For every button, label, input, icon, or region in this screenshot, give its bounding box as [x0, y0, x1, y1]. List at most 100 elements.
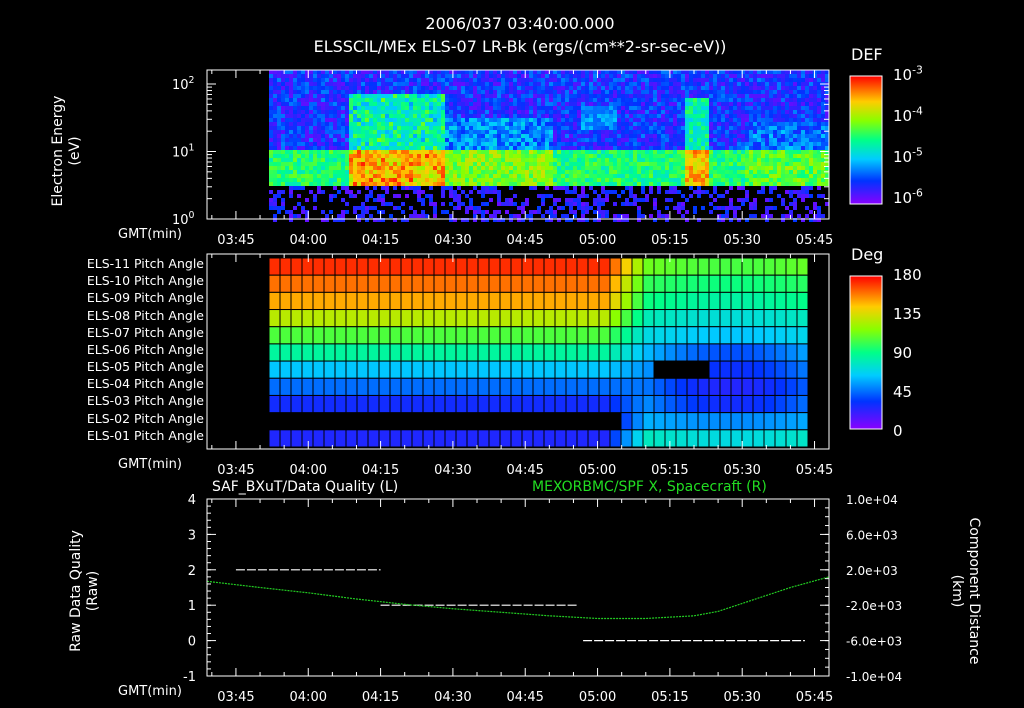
pitch-cell: [510, 429, 523, 448]
spectrogram-cell: [429, 174, 433, 178]
spectrogram-cell: [689, 170, 693, 174]
spectrogram-cell: [621, 170, 625, 174]
spectrogram-cell: [349, 106, 353, 110]
spectrogram-cell: [689, 154, 693, 158]
spectrogram-cell: [413, 130, 417, 134]
spectrogram-cell: [401, 210, 405, 214]
pitch-cell: [532, 291, 545, 311]
pitch-cell: [543, 429, 556, 448]
spectrogram-cell: [705, 170, 709, 174]
spectrogram-cell: [725, 146, 729, 150]
spectrogram-cell: [409, 102, 413, 106]
spectrogram-cell: [785, 94, 789, 98]
spectrogram-cell: [381, 202, 385, 206]
spectrogram-cell: [593, 90, 597, 94]
spectrogram-cell: [373, 158, 377, 162]
spectrogram-cell: [633, 106, 637, 110]
spectrogram-cell: [793, 114, 797, 118]
spectrogram-cell: [557, 178, 561, 182]
spectrogram-cell: [729, 186, 733, 190]
spectrogram-cell: [433, 126, 437, 130]
spectrogram-cell: [273, 130, 277, 134]
spectrogram-cell: [721, 142, 725, 146]
spectrogram-cell: [773, 158, 777, 162]
spectrogram-cell: [341, 122, 345, 126]
pitch-cell: [312, 257, 325, 276]
pitch-cell: [356, 343, 369, 362]
spectrogram-cell: [537, 182, 541, 186]
spectrogram-cell: [697, 98, 701, 102]
spectrogram-cell: [673, 206, 677, 210]
spectrogram-cell: [457, 134, 461, 138]
spectrogram-cell: [821, 182, 825, 186]
spectrogram-cell: [545, 210, 549, 214]
spectrogram-cell: [761, 78, 765, 82]
spectrogram-cell: [417, 166, 421, 170]
spectrogram-cell: [749, 82, 753, 86]
spectrogram-cell: [485, 166, 489, 170]
spectrogram-cell: [473, 162, 477, 166]
spectrogram-cell: [593, 162, 597, 166]
spectrogram-cell: [293, 126, 297, 130]
spectrogram-cell: [641, 134, 645, 138]
spectrogram-cell: [525, 102, 529, 106]
spectrogram-cell: [777, 106, 781, 110]
spectrogram-cell: [633, 94, 637, 98]
spectrogram-cell: [585, 90, 589, 94]
pitch-cell: [620, 394, 633, 414]
spectrogram-cell: [657, 82, 661, 86]
pitch-cell: [554, 360, 567, 379]
spectrogram-cell: [825, 142, 829, 146]
spectrogram-cell: [745, 110, 749, 114]
spectrogram-cell: [385, 70, 389, 74]
spectrogram-cell: [521, 94, 525, 98]
spectrogram-cell: [333, 114, 337, 118]
spectrogram-cell: [653, 98, 657, 102]
spectrogram-cell: [533, 166, 537, 170]
spectrogram-cell: [673, 126, 677, 130]
spectrogram-cell: [513, 126, 517, 130]
spectrogram-cell: [573, 114, 577, 118]
spectrogram-cell: [477, 70, 481, 74]
spectrogram-cell: [509, 218, 513, 222]
spectrogram-cell: [769, 98, 773, 102]
spectrogram-cell: [429, 150, 433, 154]
spectrogram-cell: [789, 190, 793, 194]
spectrogram-cell: [721, 174, 725, 178]
spectrogram-cell: [301, 166, 305, 170]
spectrogram-cell: [333, 138, 337, 142]
spectrogram-cell: [637, 218, 641, 222]
spectrogram-cell: [577, 78, 581, 82]
spectrogram-cell: [605, 126, 609, 130]
spectrogram-cell: [601, 182, 605, 186]
spectrogram-cell: [617, 182, 621, 186]
spectrogram-cell: [721, 106, 725, 110]
spectrogram-cell: [721, 94, 725, 98]
spectrogram-cell: [673, 114, 677, 118]
spectrogram-cell: [705, 90, 709, 94]
spectrogram-cell: [649, 94, 653, 98]
spectrogram-cell: [609, 154, 613, 158]
spectrogram-cell: [497, 202, 501, 206]
spectrogram-cell: [329, 170, 333, 174]
pitch-cell: [543, 257, 556, 276]
spectrogram-cell: [561, 106, 565, 110]
pitch-cell: [455, 394, 468, 414]
spectrogram-cell: [597, 86, 601, 90]
spectrogram-cell: [541, 198, 545, 202]
spectrogram-cell: [501, 126, 505, 130]
spectrogram-cell: [281, 106, 285, 110]
spectrogram-cell: [685, 122, 689, 126]
spectrogram-cell: [405, 94, 409, 98]
spectrogram-cell: [565, 110, 569, 114]
spectrogram-cell: [629, 186, 633, 190]
spectrogram-cell: [313, 86, 317, 90]
spectrogram-cell: [321, 70, 325, 74]
spectrogram-cell: [813, 206, 817, 210]
spectrogram-cell: [577, 110, 581, 114]
spectrogram-cell: [277, 190, 281, 194]
spectrogram-cell: [501, 86, 505, 90]
spectrogram-cell: [461, 82, 465, 86]
spectrogram-cell: [269, 198, 273, 202]
spectrogram-cell: [753, 146, 757, 150]
